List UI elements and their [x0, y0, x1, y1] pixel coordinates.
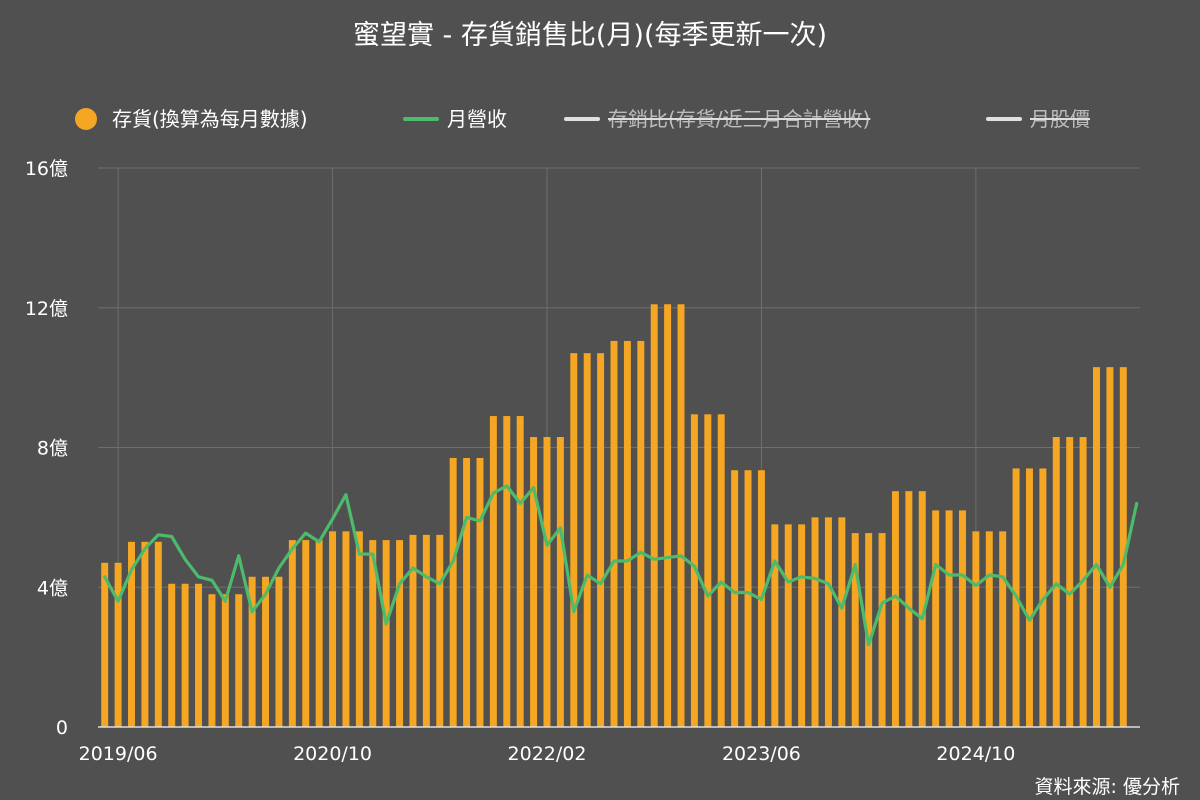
inventory-bar — [1106, 367, 1114, 727]
inventory-bar — [918, 491, 926, 727]
inventory-bar — [128, 541, 135, 727]
inventory-bar — [476, 457, 484, 727]
x-tick-label: 2023/06 — [722, 743, 801, 765]
legend-label: 月營收 — [447, 107, 507, 131]
legend-circle-marker — [75, 108, 97, 130]
inventory-bar — [503, 416, 511, 727]
y-tick-label: 12億 — [25, 298, 68, 320]
inventory-bar — [141, 541, 149, 727]
x-tick-label: 2019/06 — [79, 743, 158, 765]
inventory-bar — [985, 531, 993, 727]
inventory-bar — [221, 594, 229, 727]
legend: 存貨(換算為每月數據) 月營收 存銷比(存貨/近三月合計營收) 月股價 — [75, 107, 1090, 131]
inventory-bar — [717, 414, 725, 727]
inventory-bar — [1093, 367, 1100, 727]
inventory-bar — [865, 533, 873, 727]
inventory-bar — [1119, 367, 1127, 727]
inventory-bar — [181, 583, 189, 727]
inventory-bar — [208, 594, 216, 727]
revenue-line-layer — [103, 484, 1139, 647]
inventory-bar — [195, 583, 203, 727]
inventory-bar — [784, 524, 792, 727]
inventory-bar — [878, 533, 886, 727]
inventory-bar — [972, 531, 980, 727]
legend-label: 存貨(換算為每月數據) — [112, 107, 308, 131]
legend-item[interactable]: 存貨(換算為每月數據) — [75, 107, 308, 131]
inventory-bar — [664, 304, 672, 727]
x-tick-label: 2024/10 — [936, 743, 1015, 765]
inventory-bar — [1052, 437, 1060, 727]
inventory-bar — [342, 531, 350, 727]
inventory-bar — [516, 416, 524, 727]
inventory-bar — [422, 534, 430, 727]
inventory-bar — [623, 340, 631, 727]
inventory-bar — [744, 470, 752, 727]
inventory-bar — [690, 414, 698, 727]
chart-title: 蜜望實 - 存貨銷售比(月)(每季更新一次) — [353, 20, 827, 51]
inventory-bar — [101, 562, 109, 727]
inventory-bar — [610, 340, 618, 727]
inventory-bar — [570, 353, 578, 727]
inventory-bar — [114, 562, 122, 727]
inventory-bar — [932, 510, 940, 727]
inventory-bar — [275, 576, 283, 727]
inventory-bar — [731, 470, 739, 727]
inventory-bar — [262, 576, 270, 727]
inventory-bar — [637, 340, 645, 727]
revenue-line — [103, 484, 1139, 647]
inventory-bar — [1025, 468, 1033, 727]
inventory-bar — [329, 531, 337, 727]
inventory-bar — [302, 540, 310, 727]
inventory-bar — [958, 510, 966, 727]
inventory-bar — [382, 540, 390, 727]
inventory-bar — [288, 540, 296, 727]
inventory-bar — [597, 353, 605, 727]
inventory-bar — [677, 304, 685, 727]
inventory-bar — [704, 414, 712, 727]
inventory-bar — [999, 531, 1007, 727]
inventory-bar — [489, 416, 497, 727]
inventory-bar — [436, 534, 444, 727]
inventory-bar — [530, 437, 538, 727]
inventory-bar — [650, 304, 658, 727]
y-tick-label: 16億 — [25, 158, 68, 180]
x-tick-label: 2020/10 — [293, 743, 372, 765]
legend-item[interactable]: 月營收 — [403, 107, 507, 131]
data-source-label: 資料來源: 優分析 — [1035, 776, 1180, 798]
inventory-bar — [248, 576, 256, 727]
legend-item[interactable]: 存銷比(存貨/近三月合計營收) — [564, 107, 871, 131]
inventory-bar — [824, 517, 832, 727]
inventory-bar — [1066, 437, 1074, 727]
inventory-bar — [583, 353, 591, 727]
inventory-bar — [771, 524, 779, 727]
inventory-bar — [449, 457, 457, 727]
inventory-bar — [369, 540, 377, 727]
y-tick-label: 0 — [56, 717, 68, 739]
x-tick-label: 2022/02 — [508, 743, 587, 765]
inventory-bar — [838, 517, 846, 727]
tick-labels: 0 4億 8億 12億 16億 2019/06 2020/10 2022/02 2023/06 2… — [25, 158, 1016, 765]
inventory-bar — [168, 583, 176, 727]
inventory-bar — [355, 531, 363, 727]
inventory-bar — [235, 594, 243, 727]
y-tick-label: 4億 — [37, 577, 68, 599]
inventory-bar — [798, 524, 806, 727]
inventory-bars — [101, 304, 1127, 727]
y-tick-label: 8億 — [37, 438, 68, 460]
inventory-bar — [315, 540, 323, 727]
inventory-bar — [891, 491, 899, 727]
inventory-bar — [556, 437, 564, 727]
inventory-bar — [851, 533, 859, 727]
inventory-bar — [396, 540, 404, 727]
inventory-bar — [154, 541, 162, 727]
inventory-bar — [543, 437, 551, 727]
inventory-bar — [945, 510, 953, 727]
inventory-bar — [409, 534, 417, 727]
legend-item[interactable]: 月股價 — [986, 107, 1090, 131]
inventory-bar — [463, 457, 471, 727]
inventory-bar — [811, 517, 819, 727]
